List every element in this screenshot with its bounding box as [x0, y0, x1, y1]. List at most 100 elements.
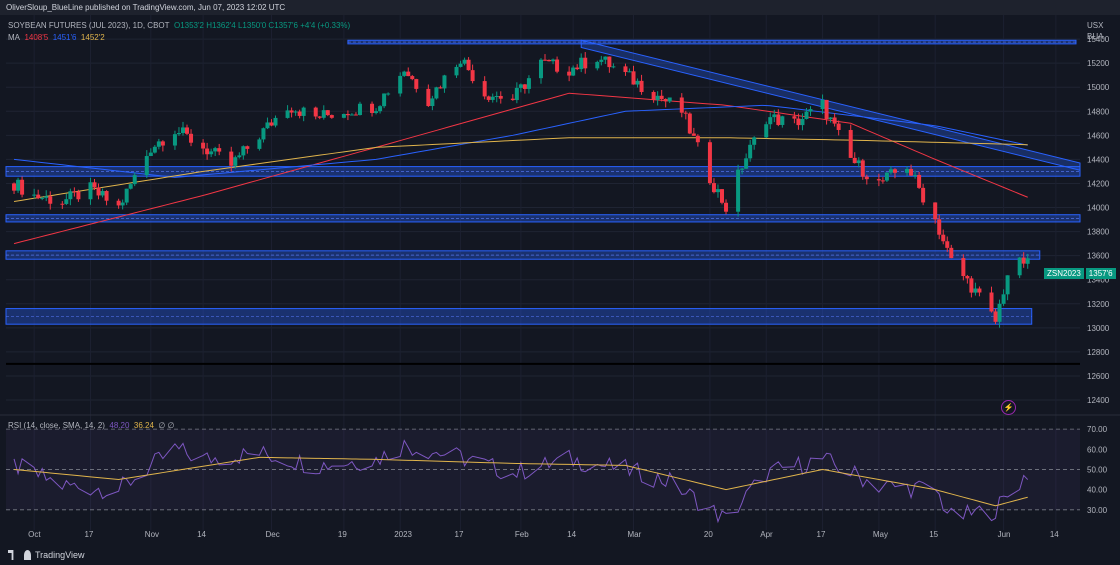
- candle-body: [466, 59, 471, 71]
- candle-body: [44, 196, 49, 198]
- candle-body: [213, 148, 218, 152]
- ma-value-2: 1451'6: [52, 33, 77, 42]
- rsi-line: [13, 439, 1029, 524]
- x-tick-label: Oct: [28, 530, 41, 539]
- ma-label[interactable]: MA: [8, 33, 20, 42]
- candle-body: [329, 115, 334, 118]
- candle-body: [357, 103, 362, 116]
- candle-body: [100, 191, 105, 196]
- candle-body: [961, 258, 966, 277]
- candle-body: [48, 196, 53, 204]
- y-tick-label: 12600: [1087, 372, 1110, 381]
- candle-body: [695, 135, 700, 143]
- chart-legend: SOYBEAN FUTURES (JUL 2023), 1D, CBOT O13…: [8, 20, 350, 44]
- candle-body: [269, 122, 274, 126]
- candle-body: [804, 111, 809, 119]
- candle-body: [852, 157, 857, 164]
- candle-body: [68, 191, 73, 200]
- candle-body: [518, 84, 523, 88]
- rsi-ma-value: 36.24: [133, 421, 154, 430]
- candle-body: [76, 191, 81, 200]
- candle-body: [458, 63, 463, 67]
- candle-body: [937, 219, 942, 235]
- candle-body: [402, 71, 407, 76]
- rsi-empty-values: ∅ ∅: [158, 421, 175, 430]
- candle-body: [824, 99, 829, 119]
- candle-body: [317, 116, 322, 118]
- y-tick-label: 12400: [1087, 396, 1110, 405]
- candle-body: [635, 80, 640, 85]
- candle-body: [209, 151, 214, 155]
- tradingview-logo[interactable]: TradingView: [8, 550, 85, 560]
- candle-body: [116, 200, 121, 206]
- candle-body: [124, 188, 129, 203]
- candle-body: [148, 152, 153, 157]
- candle-body: [764, 124, 769, 138]
- candle-body: [595, 61, 600, 69]
- candle-body: [969, 278, 974, 293]
- lightning-icon[interactable]: ⚡: [1001, 400, 1016, 415]
- candle-body: [229, 151, 234, 166]
- tradingview-logo-icon: [8, 550, 14, 560]
- candle-body: [1001, 294, 1006, 304]
- rsi-label[interactable]: RSI (14, close, SMA, 14, 2): [8, 421, 105, 430]
- candle-body: [410, 76, 415, 80]
- candle-body: [374, 111, 379, 113]
- y-tick-label: 14800: [1087, 107, 1110, 116]
- candle-body: [989, 292, 994, 312]
- x-tick-label: 14: [197, 530, 206, 539]
- chart-canvas[interactable]: 15400 15200 15000 14800 14600 14400 14200 14000…: [0, 15, 1120, 545]
- candle-body: [796, 118, 801, 126]
- candle-body: [486, 96, 491, 100]
- rsi-y-tick-label: 50.00: [1087, 465, 1108, 474]
- candle-body: [776, 114, 781, 125]
- candle-body: [679, 97, 684, 113]
- candle-body: [406, 71, 411, 77]
- rsi-y-tick-label: 70.00: [1087, 425, 1108, 434]
- x-tick-label: Feb: [515, 530, 529, 539]
- x-tick-label: 14: [567, 530, 576, 539]
- x-tick-label: Jun: [998, 530, 1011, 539]
- candle-body: [707, 142, 712, 184]
- candle-body: [599, 59, 604, 62]
- y-tick-label: 13200: [1087, 300, 1110, 309]
- candle-body: [905, 168, 910, 173]
- footer-bar: TradingView: [0, 545, 1120, 565]
- candle-body: [201, 142, 206, 149]
- y-tick-label: 14600: [1087, 131, 1110, 140]
- candle-body: [32, 194, 37, 196]
- candle-body: [176, 133, 181, 135]
- candle-body: [631, 71, 636, 85]
- candle-body: [261, 128, 266, 140]
- candle-body: [64, 199, 69, 204]
- y-tick-label: 13400: [1087, 276, 1110, 285]
- candle-body: [313, 107, 318, 117]
- candle-body: [470, 70, 475, 82]
- unit-label: BUA: [1087, 32, 1104, 41]
- candle-body: [941, 234, 946, 242]
- candle-body: [860, 160, 865, 177]
- candle-body: [217, 148, 222, 152]
- candle-body: [715, 189, 720, 193]
- candle-body: [205, 148, 210, 155]
- y-tick-label: 14200: [1087, 179, 1110, 188]
- candle-body: [132, 175, 137, 185]
- candle-body: [977, 288, 982, 293]
- y-tick-label: 15400: [1087, 35, 1110, 44]
- candle-body: [832, 117, 837, 124]
- candle-body: [876, 179, 881, 181]
- trendline-channel: [580, 39, 1081, 171]
- x-tick-label: Dec: [265, 530, 279, 539]
- candle-body: [888, 169, 893, 173]
- candle-body: [864, 176, 869, 180]
- candle-body: [128, 184, 133, 189]
- x-tick-label: Apr: [760, 530, 773, 539]
- symbol-tag: ZSN2023: [1044, 268, 1084, 279]
- symbol-title[interactable]: SOYBEAN FUTURES (JUL 2023), 1D, CBOT: [8, 21, 170, 30]
- candle-body: [748, 144, 753, 159]
- candle-body: [293, 111, 298, 113]
- candle-body: [321, 110, 326, 118]
- candle-body: [611, 66, 616, 68]
- candle-body: [36, 194, 41, 199]
- x-tick-label: 15: [929, 530, 938, 539]
